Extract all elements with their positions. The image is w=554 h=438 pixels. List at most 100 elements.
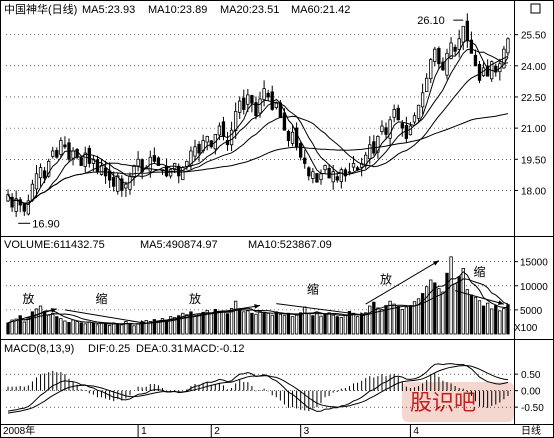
ma60-label: MA60:21.42	[291, 4, 350, 16]
candle	[51, 146, 55, 159]
candle	[197, 141, 201, 162]
volume-bar	[331, 314, 335, 335]
volume-bar	[481, 305, 486, 335]
volume-bar	[485, 302, 490, 335]
candle	[63, 136, 67, 150]
candle	[323, 164, 327, 174]
volume-trend-arrow	[454, 290, 505, 305]
volume-bar	[34, 308, 39, 335]
candle	[181, 166, 185, 181]
volume-bar	[445, 272, 449, 335]
candle	[420, 83, 425, 115]
volume-bar	[469, 294, 474, 335]
candle	[445, 48, 449, 80]
candle	[453, 44, 457, 56]
volume-bar	[59, 318, 63, 335]
volume-ma10-label: MA10:523867.09	[248, 239, 332, 251]
volume-ma5-line	[7, 271, 509, 325]
volume-bar	[303, 306, 307, 335]
volume-bar	[270, 314, 274, 335]
ma5-label: MA5:23.93	[82, 4, 135, 16]
candle	[396, 104, 400, 121]
volume-bar	[372, 301, 376, 335]
time-tick-label: 2	[214, 426, 220, 437]
volume-bar	[425, 286, 429, 335]
volume-bar	[465, 289, 469, 335]
candle	[254, 96, 258, 120]
volume-bar	[103, 323, 108, 335]
volume-bar	[225, 313, 230, 335]
volume-bar	[173, 317, 177, 335]
volume-bar	[38, 305, 43, 335]
volume-bar	[136, 323, 140, 335]
volume-annotation: 缩	[474, 264, 486, 279]
volume-bar	[209, 312, 213, 335]
candle	[392, 104, 396, 123]
volume-bar	[120, 324, 124, 335]
candle	[112, 171, 116, 192]
volume-annotation: 放	[380, 271, 392, 286]
candle	[87, 145, 91, 168]
volume-bar	[26, 317, 31, 335]
dif-label: DIF:0.25	[88, 343, 130, 355]
volume-bar	[99, 322, 104, 335]
candle	[307, 166, 311, 181]
candle	[266, 89, 270, 102]
volume-bar	[461, 267, 465, 335]
candle	[193, 139, 197, 161]
candle	[242, 89, 246, 115]
volume-bar	[335, 316, 339, 335]
volume-bar	[327, 312, 331, 335]
volume-bar	[449, 256, 453, 335]
volume-tick-label: 15000	[520, 258, 548, 269]
volume-bar	[148, 321, 152, 335]
volume-bar	[238, 308, 242, 335]
volume-bar	[246, 310, 250, 335]
volume-bar	[18, 315, 22, 335]
volume-tick-label: 5000	[520, 306, 543, 317]
volume-bar	[213, 308, 217, 335]
volume-bar	[185, 314, 189, 335]
candle	[79, 156, 83, 166]
volume-bar	[490, 308, 494, 335]
volume-bar	[266, 312, 270, 335]
candle	[59, 137, 63, 158]
volume-bar	[339, 317, 343, 335]
volume-bar	[343, 314, 348, 335]
volume-bar	[351, 312, 356, 335]
volume-bar	[254, 313, 258, 335]
volume-bar	[441, 291, 445, 335]
volume-tick-label: 10000	[520, 282, 548, 293]
candle	[299, 141, 303, 161]
candle	[38, 163, 43, 187]
volume-bar	[299, 312, 303, 335]
candle	[205, 135, 209, 151]
volume-bar	[116, 323, 120, 335]
time-tick-label: 3	[304, 426, 310, 437]
volume-bar	[55, 316, 59, 335]
maximize-box[interactable]	[530, 3, 541, 14]
volume-bar	[368, 305, 372, 335]
volume-annotation: 缩	[96, 291, 108, 306]
volume-ma10-line	[7, 278, 509, 325]
volume-bar	[359, 314, 364, 335]
volume-annotation: 放	[189, 291, 201, 306]
volume-bar	[400, 308, 404, 335]
volume-bar	[181, 312, 185, 335]
candle	[124, 181, 128, 197]
macd-value-label: MACD:-0.12	[184, 343, 245, 355]
watermark: 股识吧	[402, 382, 514, 422]
volume-bar	[6, 322, 10, 335]
candle	[477, 60, 482, 84]
volume-bar	[258, 310, 262, 335]
candle	[14, 190, 18, 217]
candle	[233, 102, 238, 139]
candle	[47, 158, 51, 178]
ma20-line	[7, 55, 509, 204]
candle	[120, 175, 124, 197]
volume-bar	[437, 288, 441, 335]
volume-bar	[404, 306, 409, 335]
volume-bar	[112, 322, 116, 335]
candle	[437, 46, 441, 70]
